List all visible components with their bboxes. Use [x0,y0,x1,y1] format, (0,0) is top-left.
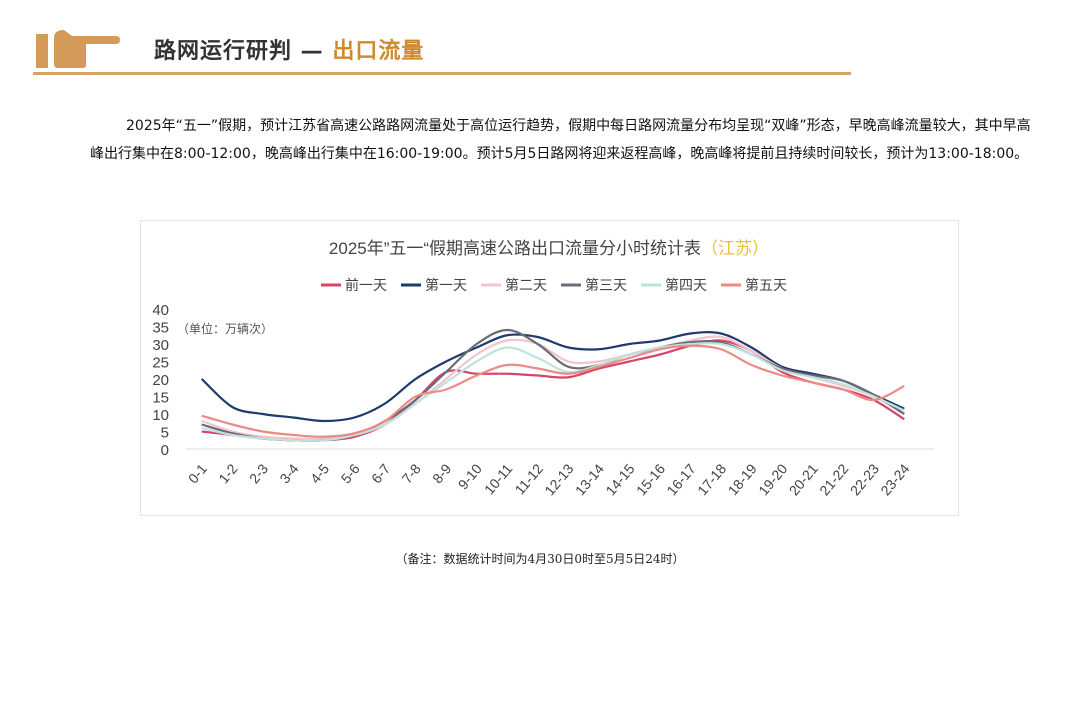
header-divider [33,72,851,75]
y-tick-label: 30 [152,337,169,354]
x-tick-label: 19-20 [755,460,790,498]
page-title: 路网运行研判 — 出口流量 [154,33,424,65]
x-tick-label: 11-12 [511,460,546,497]
legend-label: 第四天 [665,277,707,293]
pointing-hand-icon [36,30,120,68]
x-tick-label: 4-5 [307,460,332,486]
title-accent: 出口流量 [332,39,425,64]
x-tick-label: 5-6 [338,460,363,486]
x-tick-label: 10-11 [481,460,516,497]
y-tick-label: 10 [152,407,169,424]
legend-label: 第一天 [425,277,467,293]
x-tick-label: 21-22 [816,460,851,498]
legend-label: 第五天 [745,277,787,293]
series-line-第四天 [201,341,905,442]
summary-paragraph: 2025年“五一”假期，预计江苏省高速公路路网流量处于高位运行趋势，假期中每日路… [90,118,1031,162]
y-tick-label: 0 [161,442,169,459]
x-tick-label: 16-17 [663,460,698,498]
x-tick-label: 2-3 [246,460,271,486]
legend-label: 第二天 [505,277,547,293]
x-tick-label: 13-14 [572,460,607,498]
series-line-第五天 [201,344,905,438]
y-tick-label: 5 [161,425,169,442]
x-tick-label: 7-8 [399,460,424,486]
title-main: 路网运行研判 — [154,39,333,64]
series-line-第三天 [201,328,905,442]
x-tick-label: 18-19 [725,460,760,498]
x-tick-label: 12-13 [541,460,576,498]
y-tick-label: 15 [152,390,169,407]
chart-title: 2025年”五一“假期高速公路出口流量分小时统计表（江苏） [329,239,769,258]
y-tick-label: 35 [152,320,169,337]
series-line-第二天 [201,335,905,440]
x-tick-label: 0-1 [185,460,210,486]
y-tick-label: 25 [152,355,169,372]
y-tick-label: 40 [152,302,169,319]
legend-label: 第三天 [585,277,627,293]
decorative-arc [0,504,124,722]
x-tick-label: 14-15 [602,460,637,498]
slide-header: 路网运行研判 — 出口流量 [36,28,424,70]
footnote: （备注：数据统计时间为4月30日0时至5月5日24时） [395,552,685,566]
x-tick-label: 22-23 [847,460,882,498]
x-tick-label: 1-2 [215,460,240,486]
x-tick-label: 6-7 [368,460,393,486]
x-tick-label: 3-4 [276,460,301,486]
y-tick-label: 20 [152,372,169,389]
x-tick-label: 15-16 [633,460,668,498]
line-chart: 2025年”五一“假期高速公路出口流量分小时统计表（江苏） 前一天 第一天 第二天 第三… [152,239,934,498]
unit-label: （单位：万辆次） [177,321,273,336]
chart-container: 2025年”五一“假期高速公路出口流量分小时统计表（江苏） 前一天 第一天 第二天 第三… [140,220,959,516]
x-tick-label: 17-18 [694,460,729,498]
x-tick-label: 8-9 [429,460,454,486]
x-tick-label: 20-21 [786,460,821,498]
legend-label: 前一天 [345,277,387,293]
series-line-第一天 [200,331,905,423]
x-tick-label: 23-24 [877,460,912,498]
